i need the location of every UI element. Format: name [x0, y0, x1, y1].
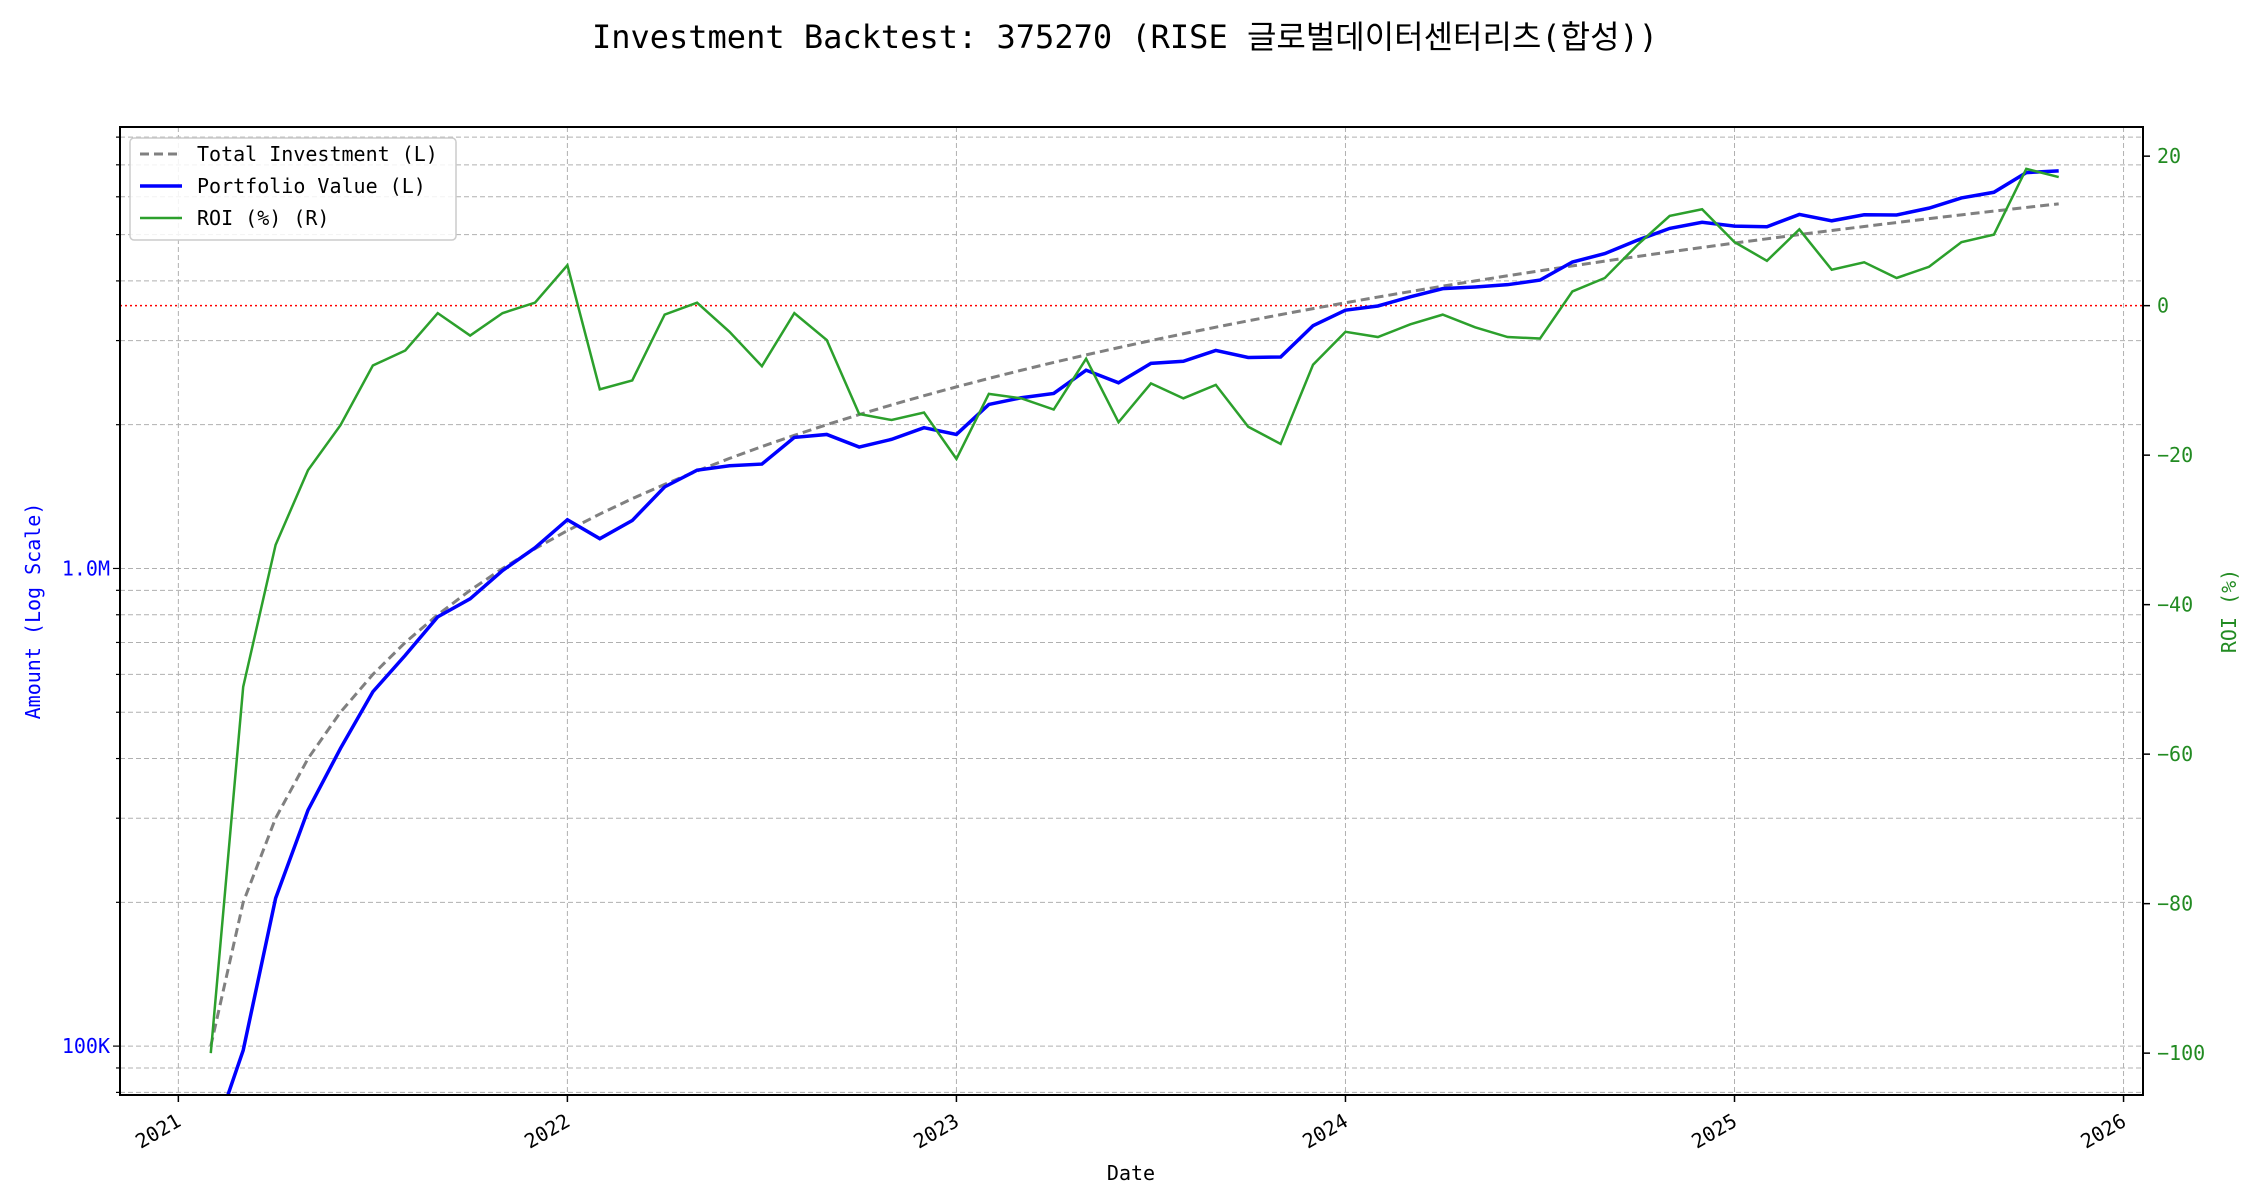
- x-axis-label: Date: [1107, 1161, 1155, 1185]
- legend-label-roi: ROI (%) (R): [197, 206, 329, 230]
- y-left-tick-label: 1.0M: [62, 556, 110, 580]
- total-investment-line: [211, 204, 2059, 1046]
- portfolio-value-line: [211, 171, 2059, 1145]
- y-right-tick-label: −40: [2157, 593, 2193, 617]
- right-y-axis: 20 0 −20 −40 −60 −80 −100: [2143, 144, 2205, 1065]
- legend-label-portfolio: Portfolio Value (L): [197, 174, 426, 198]
- chart-title: Investment Backtest: 375270 (RISE 글로벌데이터…: [592, 18, 1658, 56]
- y-left-tick-label: 100K: [62, 1034, 110, 1058]
- x-tick-label: 2023: [909, 1109, 963, 1154]
- x-tick-label: 2024: [1298, 1109, 1352, 1154]
- y-right-tick-label: −60: [2157, 742, 2193, 766]
- y-right-tick-label: −100: [2157, 1041, 2205, 1065]
- x-axis: 2021 2022 2023 2024 2025 2026: [131, 1095, 2130, 1153]
- x-tick-label: 2026: [2076, 1109, 2130, 1154]
- left-y-axis-label: Amount (Log Scale): [21, 503, 45, 720]
- right-y-axis-label: ROI (%): [2217, 569, 2241, 653]
- y-right-tick-label: −80: [2157, 892, 2193, 916]
- x-tick-label: 2021: [131, 1109, 185, 1154]
- legend: Total Investment (L) Portfolio Value (L)…: [130, 138, 456, 240]
- x-tick-label: 2022: [520, 1109, 574, 1154]
- grid: [120, 127, 2143, 1095]
- roi-line: [211, 169, 2059, 1053]
- series-lines: [211, 169, 2059, 1145]
- x-tick-label: 2025: [1687, 1109, 1741, 1154]
- plot-frame: [120, 127, 2143, 1095]
- left-y-axis: 100K 1.0M: [62, 137, 120, 1092]
- y-right-tick-label: −20: [2157, 443, 2193, 467]
- legend-label-investment: Total Investment (L): [197, 142, 438, 166]
- y-right-tick-label: 20: [2157, 144, 2181, 168]
- y-right-tick-label: 0: [2157, 294, 2169, 318]
